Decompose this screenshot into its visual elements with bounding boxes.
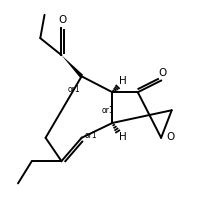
Text: H: H: [119, 132, 127, 142]
Text: or1: or1: [102, 106, 114, 115]
Text: O: O: [158, 68, 166, 78]
Text: or1: or1: [68, 85, 81, 93]
Text: O: O: [166, 132, 175, 142]
Text: or1: or1: [85, 131, 98, 140]
Text: O: O: [59, 15, 67, 25]
Text: H: H: [119, 76, 127, 86]
Polygon shape: [61, 55, 83, 78]
